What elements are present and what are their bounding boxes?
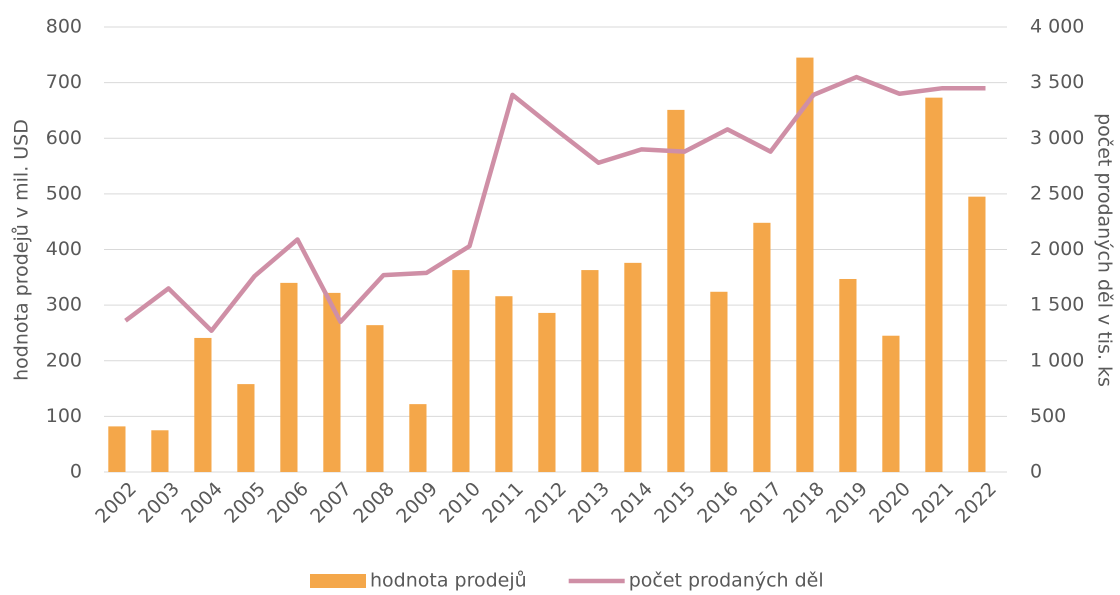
x-tick-label: 2004 [177, 478, 227, 528]
y-tick-label: 500 [46, 182, 82, 204]
bar [968, 196, 986, 472]
y2-tick-label: 1 500 [1030, 294, 1084, 316]
x-tick-label: 2019 [822, 478, 872, 528]
bar [581, 270, 599, 472]
legend-swatch [310, 574, 366, 588]
bar [237, 384, 255, 472]
y-tick-label: 800 [46, 16, 82, 38]
y-tick-label: 700 [46, 71, 82, 93]
y-tick-label: 200 [46, 349, 82, 371]
bar [925, 97, 943, 473]
x-tick-label: 2007 [306, 478, 356, 528]
x-tick-label: 2020 [865, 478, 915, 528]
x-tick-label: 2008 [349, 478, 399, 528]
y-tick-label: 300 [46, 294, 82, 316]
bar [194, 337, 212, 472]
bar [624, 262, 642, 472]
bar [280, 282, 298, 472]
bar [409, 404, 427, 472]
x-tick-label: 2012 [521, 478, 571, 528]
y2-tick-label: 4 000 [1030, 16, 1084, 38]
y-tick-label: 400 [46, 238, 82, 260]
bar [796, 57, 814, 472]
line [124, 74, 986, 333]
y2-tick-label: 3 000 [1030, 127, 1084, 149]
x-tick-label: 2022 [951, 478, 1001, 528]
x-tick-label: 2006 [263, 478, 313, 528]
x-tick-label: 2021 [908, 478, 958, 528]
bar [151, 430, 169, 472]
x-tick-label: 2013 [564, 478, 614, 528]
bar [323, 292, 341, 472]
bar [495, 296, 513, 472]
legend-label: hodnota prodejů [370, 570, 527, 592]
x-tick-label: 2003 [134, 478, 184, 528]
bar [839, 278, 857, 472]
bar [452, 270, 470, 472]
bar [108, 426, 126, 472]
x-tick-label: 2017 [736, 478, 786, 528]
y2-tick-label: 1 000 [1030, 349, 1084, 371]
y2-tick-label: 0 [1030, 461, 1042, 483]
bar [366, 325, 384, 472]
x-tick-label: 2014 [607, 478, 657, 528]
legend-label: počet prodaných děl [629, 570, 824, 592]
y2-tick-label: 2 000 [1030, 238, 1084, 260]
bar [710, 291, 728, 472]
x-tick-label: 2005 [220, 478, 270, 528]
y2-tick-label: 500 [1030, 405, 1066, 427]
x-tick-label: 2009 [392, 478, 442, 528]
bar [538, 312, 556, 472]
y-tick-label: 600 [46, 127, 82, 149]
x-tick-label: 2010 [435, 478, 485, 528]
x-tick-label: 2015 [650, 478, 700, 528]
x-tick-label: 2016 [693, 478, 743, 528]
y2-tick-label: 3 500 [1030, 71, 1084, 93]
x-tick-label: 2018 [779, 478, 829, 528]
bar [753, 222, 771, 472]
bar [882, 335, 900, 472]
y-axis-title: hodnota prodejů v mil. USD [11, 119, 33, 381]
y-tick-label: 0 [70, 461, 82, 483]
bar [667, 109, 685, 472]
y2-axis-title: počet prodaných děl v tis. ks [1094, 113, 1116, 387]
x-tick-label: 2002 [91, 478, 141, 528]
y-tick-label: 100 [46, 405, 82, 427]
y2-tick-label: 2 500 [1030, 182, 1084, 204]
x-tick-label: 2011 [478, 478, 528, 528]
